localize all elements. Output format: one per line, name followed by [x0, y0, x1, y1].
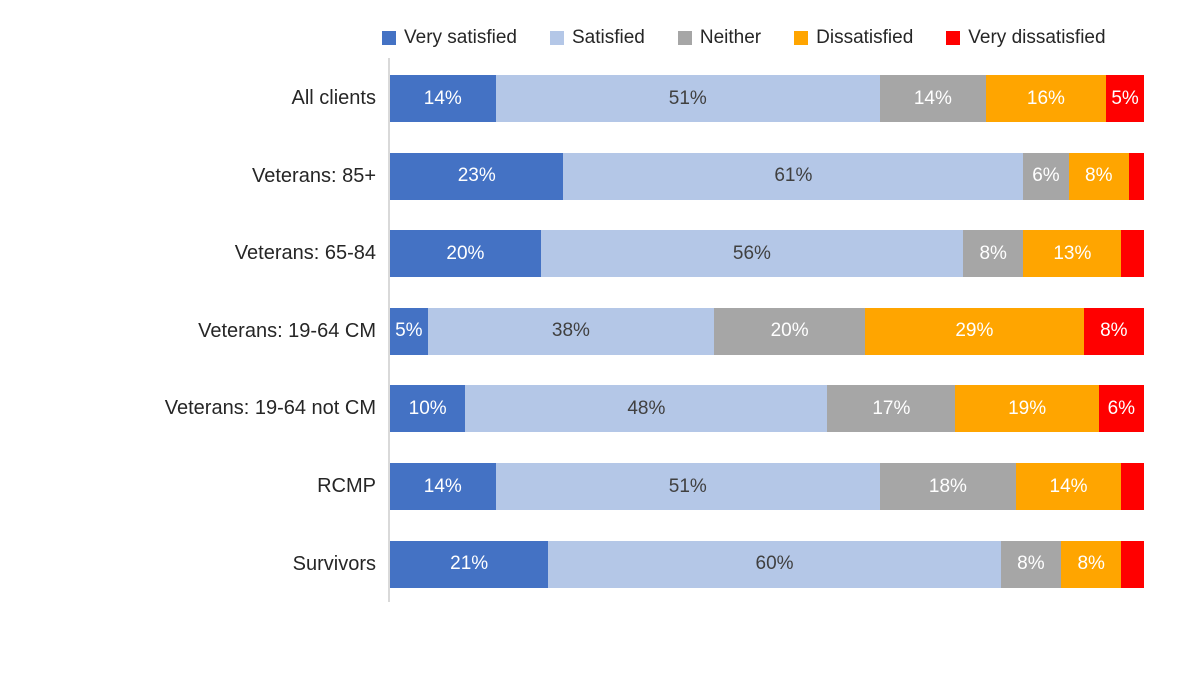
bar-segment: 21%: [390, 540, 549, 588]
legend-label: Neither: [699, 27, 762, 48]
bar-segment: 8%: [1083, 307, 1144, 355]
chart-legend: Very satisfied Satisfied Neither Dissatisfi…: [382, 27, 1106, 49]
bar-row: 23% 61% 6% 8%: [390, 152, 1144, 200]
legend-label: Very dissatisfied: [968, 27, 1106, 48]
bar-segment: 14%: [880, 75, 986, 122]
bar-row: 5% 38% 20% 29% 8%: [390, 307, 1144, 355]
legend-swatch-icon: [677, 31, 692, 45]
bar-segment: 14%: [1015, 463, 1122, 510]
legend-label: Very satisfied: [404, 27, 517, 48]
bar-segment: [1121, 230, 1144, 278]
bar-segment: 8%: [1000, 540, 1062, 588]
bar-segment: 8%: [1061, 540, 1122, 588]
bar-row: 14% 51% 18% 14%: [390, 463, 1144, 510]
bar-segment: 5%: [1106, 75, 1144, 122]
legend-item: Dissatisfied: [794, 27, 913, 49]
category-axis-line: [388, 58, 390, 602]
bar-segment: 8%: [963, 230, 1024, 278]
bar-segment: 6%: [1098, 385, 1144, 433]
bar-segment: 6%: [1023, 152, 1069, 200]
bar-segment: 14%: [390, 463, 496, 510]
bar-segment: [1121, 463, 1144, 510]
legend-label: Satisfied: [572, 27, 645, 48]
legend-item: Neither: [677, 27, 762, 49]
legend-item: Very dissatisfied: [946, 27, 1106, 49]
bar-segment: 61%: [563, 152, 1024, 200]
bar-segment: 38%: [427, 307, 715, 355]
bar-segment: 23%: [390, 152, 564, 200]
bar-row: 14% 51% 14% 16% 5%: [390, 75, 1144, 122]
bar-segment: 56%: [540, 230, 964, 278]
category-label: Veterans: 85+: [252, 164, 376, 187]
bar-segment: 20%: [390, 230, 541, 278]
bar-segment: 18%: [880, 463, 1016, 510]
bar-segment: 13%: [1023, 230, 1122, 278]
bar-segment: 48%: [465, 385, 828, 433]
category-label: Veterans: 19-64 CM: [198, 319, 376, 342]
bar-segment: 5%: [390, 307, 428, 355]
bar-row: 21% 60% 8% 8%: [390, 540, 1144, 588]
bar-segment: 10%: [390, 385, 466, 433]
bar-segment: 51%: [495, 463, 881, 510]
bar-segment: 16%: [985, 75, 1107, 122]
bar-segment: [1128, 152, 1144, 200]
legend-swatch-icon: [550, 31, 564, 45]
bar-segment: 8%: [1068, 152, 1129, 200]
bar-segment: 20%: [714, 307, 865, 355]
bar-segment: 60%: [548, 540, 1001, 588]
bar-segment: [1121, 540, 1144, 588]
legend-item: Very satisfied: [382, 27, 517, 49]
bar-segment: 51%: [495, 75, 881, 122]
category-label: Veterans: 65-84: [234, 242, 376, 265]
legend-label: Dissatisfied: [816, 27, 914, 48]
bar-row: 20% 56% 8% 13%: [390, 230, 1144, 278]
bar-row: 10% 48% 17% 19% 6%: [390, 385, 1144, 433]
legend-swatch-icon: [382, 31, 396, 45]
bar-segment: 17%: [827, 385, 956, 433]
bar-segment: 14%: [390, 75, 496, 122]
legend-swatch-icon: [946, 31, 961, 45]
category-label: RCMP: [317, 475, 376, 497]
category-label: Survivors: [292, 552, 376, 575]
category-label: Veterans: 19-64 not CM: [164, 397, 376, 420]
legend-item: Satisfied: [550, 27, 645, 49]
category-label: All clients: [291, 87, 376, 109]
bar-segment: 29%: [865, 307, 1084, 355]
bar-segment: 19%: [955, 385, 1099, 433]
legend-swatch-icon: [794, 31, 809, 45]
